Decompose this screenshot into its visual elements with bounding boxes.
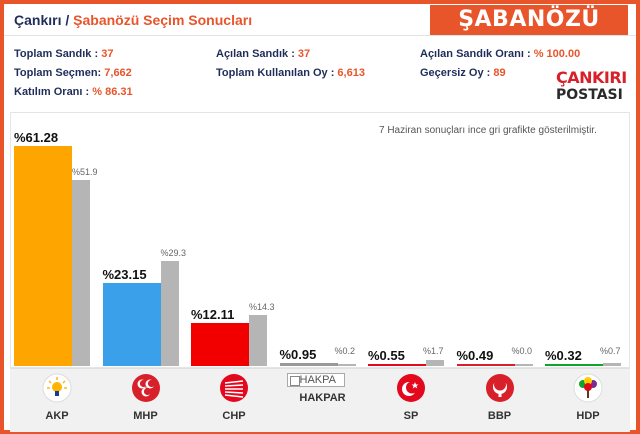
logo-line1: ÇANKIRI bbox=[556, 68, 627, 87]
label-previous-akp: %51.9 bbox=[72, 166, 98, 177]
party-name: AKP bbox=[45, 410, 69, 422]
label-bbp: %0.49 bbox=[456, 348, 494, 363]
stat-value: % 86.31 bbox=[92, 86, 133, 98]
chp-arrows-icon bbox=[219, 373, 249, 403]
stat-acilan-sandik: Açılan Sandık : 37 bbox=[216, 48, 310, 60]
stat-label: Açılan Sandık Oranı : bbox=[420, 48, 534, 60]
stat-value: 89 bbox=[493, 67, 506, 79]
bar-previous-akp bbox=[72, 179, 90, 366]
label-previous-sp: %1.7 bbox=[423, 346, 444, 356]
label-sp: %0.55 bbox=[368, 348, 405, 363]
header: Çankırı / Şabanözü Seçim Sonucları ŞABAN… bbox=[4, 4, 636, 36]
stat-katilim-orani: Katılım Oranı : % 86.31 bbox=[14, 86, 133, 98]
party-name: HDP bbox=[576, 410, 600, 422]
stat-toplam-secmen: Toplam Seçmen: 7,662 bbox=[14, 67, 132, 79]
bar-previous-hdp bbox=[603, 363, 621, 366]
title-separator: / bbox=[61, 12, 74, 28]
mhp-crescents-icon bbox=[131, 373, 161, 403]
stat-value: 6,613 bbox=[337, 67, 365, 79]
place-title: Şabanözü Seçim Sonucları bbox=[73, 12, 253, 28]
bar-previous-bbp bbox=[514, 364, 533, 366]
stat-value: 37 bbox=[101, 48, 114, 60]
stat-value: % 100.00 bbox=[533, 48, 581, 60]
bar-hdp bbox=[545, 364, 603, 366]
stat-value: 37 bbox=[297, 48, 311, 60]
logo-line2: POSTASI bbox=[556, 87, 623, 103]
label-previous-chp: %14.3 bbox=[249, 301, 275, 312]
stat-label: Toplam Kullanılan Oy : bbox=[216, 67, 338, 79]
bar-hakpar bbox=[279, 362, 338, 366]
party-legend: AKP MHP CHP HAKPA HAKPAR SP BBP HDP bbox=[10, 368, 630, 432]
party-name: SP bbox=[403, 410, 419, 422]
hakpar-logo-icon: HAKPA bbox=[286, 373, 345, 387]
label-mhp: %23.15 bbox=[102, 266, 147, 282]
bar-previous-chp bbox=[249, 314, 267, 366]
city-name: Çankırı bbox=[14, 12, 62, 28]
label-previous-bbp: %0.0 bbox=[511, 346, 533, 356]
page-title: Çankırı / Şabanözü Seçim Sonucları bbox=[14, 12, 252, 28]
bar-akp bbox=[14, 146, 72, 366]
party-sp[interactable]: SP bbox=[367, 369, 453, 433]
akp-bulb-icon bbox=[42, 373, 72, 403]
stat-value: 7,662 bbox=[104, 67, 132, 79]
bar-chp bbox=[191, 322, 249, 366]
party-akp[interactable]: AKP bbox=[13, 369, 99, 433]
party-hakpar[interactable]: HAKPA HAKPAR bbox=[279, 369, 365, 433]
stat-label: Açılan Sandık : bbox=[216, 48, 298, 60]
party-mhp[interactable]: MHP bbox=[102, 369, 188, 433]
sp-crescent-icon bbox=[396, 373, 426, 403]
label-hdp: %0.32 bbox=[545, 348, 582, 363]
stat-gecersiz-oy: Geçersiz Oy : 89 bbox=[420, 67, 506, 79]
label-previous-hdp: %0.7 bbox=[600, 346, 621, 356]
bar-previous-mhp bbox=[160, 260, 179, 366]
bbp-crescent-icon bbox=[485, 373, 515, 403]
stat-toplam-sandik: Toplam Sandık : 37 bbox=[14, 48, 113, 60]
results-chart: 7 Haziran sonuçları ince gri grafikte gö… bbox=[10, 112, 630, 368]
label-previous-hakpar: %0.2 bbox=[334, 346, 356, 356]
bar-sp bbox=[368, 364, 426, 366]
stat-label: Geçersiz Oy : bbox=[420, 67, 494, 79]
stat-label: Toplam Sandık : bbox=[14, 48, 102, 60]
party-name: BBP bbox=[487, 410, 512, 422]
chart-note: 7 Haziran sonuçları ince gri grafikte gö… bbox=[379, 125, 597, 136]
bar-previous-hakpar bbox=[337, 364, 356, 366]
stat-acilan-sandik-orani: Açılan Sandık Oranı : % 100.00 bbox=[420, 48, 580, 60]
stats-panel: Toplam Sandık : 37 Açılan Sandık : 37 Aç… bbox=[4, 37, 636, 107]
party-hdp[interactable]: HDP bbox=[544, 369, 630, 433]
bar-bbp bbox=[456, 364, 515, 366]
label-hakpar: %0.95 bbox=[279, 346, 317, 362]
label-previous-mhp: %29.3 bbox=[160, 247, 187, 258]
stat-label: Katılım Oranı : bbox=[14, 86, 93, 98]
party-name: MHP bbox=[133, 410, 158, 422]
hdp-tree-icon bbox=[573, 373, 603, 403]
party-name: HAKPAR bbox=[299, 392, 346, 404]
party-chp[interactable]: CHP bbox=[190, 369, 276, 433]
bar-mhp bbox=[102, 282, 161, 366]
district-badge: ŞABANÖZÜ bbox=[430, 5, 628, 35]
cankiri-postasi-logo[interactable]: ÇANKIRI POSTASI bbox=[550, 68, 632, 108]
party-name: CHP bbox=[222, 410, 246, 422]
label-chp: %12.11 bbox=[191, 306, 235, 322]
bar-previous-sp bbox=[426, 359, 444, 366]
stat-kullanilan-oy: Toplam Kullanılan Oy : 6,613 bbox=[216, 67, 365, 79]
stat-label: Toplam Seçmen: bbox=[14, 67, 105, 79]
label-akp: %61.28 bbox=[14, 130, 59, 145]
party-bbp[interactable]: BBP bbox=[456, 369, 542, 433]
